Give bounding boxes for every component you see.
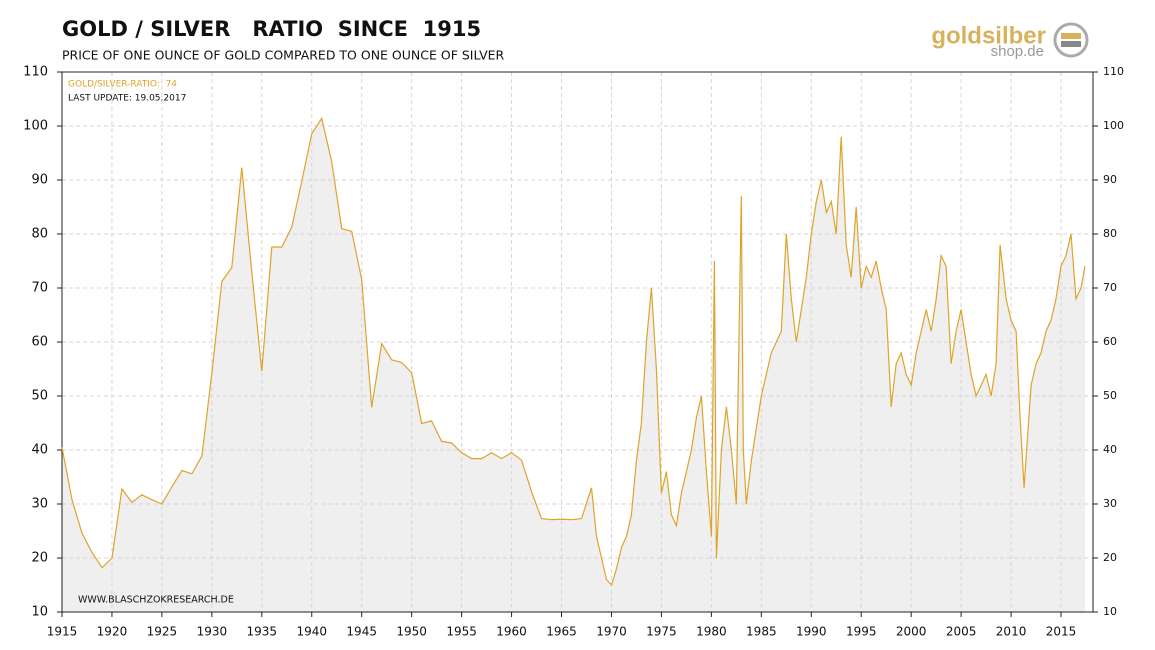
logo-icon — [1053, 22, 1089, 58]
source: WWW.BLASCHZOKRESEARCH.DE — [78, 595, 234, 606]
logo-bar — [1061, 33, 1081, 39]
line — [61, 116, 1086, 587]
x-tick-label: 1980 — [696, 625, 727, 639]
y2-tick-label: 110 — [1103, 65, 1124, 78]
x-tick-label: 1930 — [197, 625, 228, 639]
y2-tick-label: 10 — [1103, 605, 1117, 618]
logo-domain: shop.de — [991, 43, 1044, 60]
area — [62, 118, 1085, 613]
y-tick-label: 50 — [31, 389, 48, 404]
x-tick-label: 1990 — [796, 625, 827, 639]
y2-tick-label: 60 — [1103, 335, 1117, 348]
y2-tick-label: 70 — [1103, 281, 1117, 294]
y-tick-label: 60 — [31, 335, 48, 350]
x-tick-label: 1915 — [47, 625, 78, 639]
x-tick-label: 1925 — [147, 625, 178, 639]
y-tick-label: 20 — [31, 551, 48, 566]
y-tick-label: 110 — [23, 65, 48, 80]
y2-tick-label: 20 — [1103, 551, 1117, 564]
y2-tick-label: 30 — [1103, 497, 1117, 510]
logo: goldsilber shop.de — [931, 22, 1089, 60]
y2-tick-label: 40 — [1103, 443, 1117, 456]
x-tick-label: 1935 — [247, 625, 278, 639]
x-tick-label: 1960 — [496, 625, 527, 639]
y2-tick-label: 80 — [1103, 227, 1117, 240]
x-tick-label: 2000 — [896, 625, 927, 639]
x-tick-label: 1940 — [296, 625, 327, 639]
x-tick-label: 2005 — [946, 625, 977, 639]
logo-bar — [1061, 41, 1081, 47]
x-tick-label: 1975 — [646, 625, 677, 639]
x-tick-label: 1955 — [446, 625, 477, 639]
y-tick-label: 90 — [31, 173, 48, 188]
x-tick-label: 1985 — [746, 625, 777, 639]
x-tick-label: 1995 — [846, 625, 877, 639]
legend-label: GOLD/SILVER-RATIO: 74 — [68, 80, 177, 90]
x-tick-label: 1965 — [546, 625, 577, 639]
y-tick-label: 40 — [31, 443, 48, 458]
logo-brand: goldsilber — [931, 22, 1046, 49]
chart-subtitle: PRICE OF ONE OUNCE OF GOLD COMPARED TO O… — [62, 48, 505, 63]
x-tick-label: 1950 — [396, 625, 427, 639]
x-tick-label: 1945 — [346, 625, 377, 639]
y-tick-label: 100 — [23, 119, 48, 134]
y-tick-label: 70 — [31, 281, 48, 296]
last-update: LAST UPDATE: 19.05.2017 — [68, 94, 186, 104]
x-tick-label: 1920 — [97, 625, 128, 639]
chart-title: GOLD / SILVER RATIO SINCE 1915 — [62, 17, 481, 41]
y-tick-label: 10 — [31, 605, 48, 620]
y-tick-label: 80 — [31, 227, 48, 242]
y-tick-label: 30 — [31, 497, 48, 512]
x-tick-label: 1970 — [596, 625, 627, 639]
x-tick-label: 2015 — [1046, 625, 1077, 639]
x-tick-label: 2010 — [996, 625, 1027, 639]
y2-tick-label: 100 — [1103, 119, 1124, 132]
y2-tick-label: 50 — [1103, 389, 1117, 402]
y2-tick-label: 90 — [1103, 173, 1117, 186]
